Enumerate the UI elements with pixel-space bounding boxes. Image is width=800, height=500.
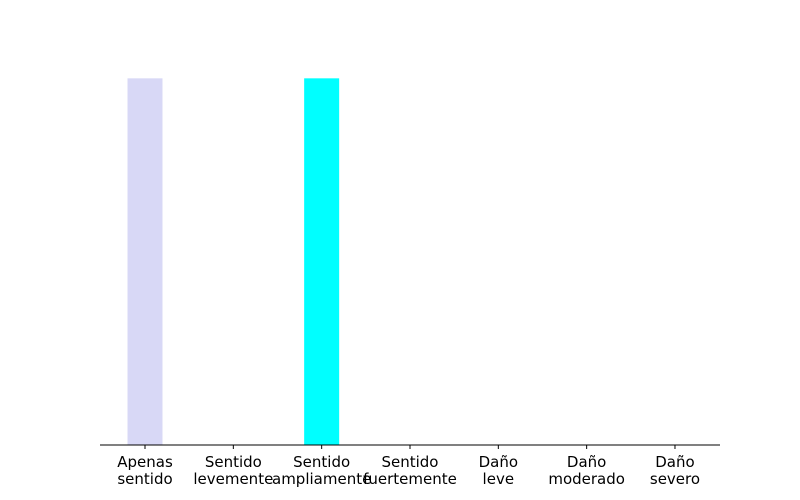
x-tick-label-4-line-1: leve [483,470,515,488]
x-tick-label-5: Daño moderado [548,453,625,488]
x-tick-label-1-line-1: levemente [193,470,273,488]
bar-0 [127,78,163,445]
x-tick-label-2-line-0: Sentido [293,453,350,471]
x-tick-label-5-line-1: moderado [548,470,625,488]
x-tick-label-2-line-1: ampliamente [272,470,371,488]
x-tick-label-0: Apenas sentido [117,453,173,488]
x-tick-label-2: Sentido ampliamente [272,453,371,488]
x-tick-label-3-line-0: Sentido [381,453,438,471]
x-tick-label-0-line-1: sentido [117,470,172,488]
x-tick-label-6-line-0: Daño [655,453,694,471]
x-tick-label-0-line-0: Apenas [117,453,173,471]
x-tick-label-3: Sentido fuertemente [363,453,457,488]
x-tick-label-3-line-1: fuertemente [363,470,457,488]
x-ticks-group [144,445,676,449]
x-tick-label-1-line-0: Sentido [205,453,262,471]
x-tick-label-5-line-0: Daño [567,453,606,471]
x-tick-label-4: Daño leve [479,453,518,488]
bar-2 [304,78,340,445]
x-tick-label-1: Sentido levemente [193,453,273,488]
bars-group [127,78,340,445]
x-tick-label-4-line-0: Daño [479,453,518,471]
x-tick-label-6: Daño severo [650,453,700,488]
x-tick-label-6-line-1: severo [650,470,700,488]
